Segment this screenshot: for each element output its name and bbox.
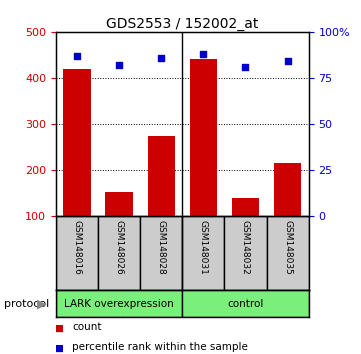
Bar	[105, 192, 133, 216]
Bar	[56, 290, 182, 317]
Bar	[190, 59, 217, 216]
Text: ■: ■	[56, 322, 63, 335]
Bar	[148, 136, 175, 216]
Text: GSM148032: GSM148032	[241, 219, 250, 274]
Text: LARK overexpression: LARK overexpression	[64, 298, 174, 309]
Point	[200, 51, 206, 57]
Text: GSM148026: GSM148026	[115, 219, 123, 274]
Bar	[56, 216, 98, 290]
Point	[158, 55, 164, 61]
Text: GSM148031: GSM148031	[199, 219, 208, 275]
Text: protocol: protocol	[4, 298, 49, 309]
Text: percentile rank within the sample: percentile rank within the sample	[72, 342, 248, 352]
Text: ■: ■	[56, 342, 63, 354]
Point	[285, 58, 291, 64]
Point	[243, 64, 248, 70]
Text: GSM148028: GSM148028	[157, 219, 166, 274]
Text: ▶: ▶	[37, 297, 46, 310]
Bar	[225, 216, 266, 290]
Point	[116, 62, 122, 68]
Text: GSM148016: GSM148016	[73, 219, 82, 275]
Point	[74, 53, 80, 59]
Bar	[274, 163, 301, 216]
Text: GSM148035: GSM148035	[283, 219, 292, 275]
Bar	[140, 216, 182, 290]
Bar	[232, 199, 259, 216]
Title: GDS2553 / 152002_at: GDS2553 / 152002_at	[106, 17, 258, 31]
Bar	[63, 69, 91, 216]
Bar	[182, 290, 309, 317]
Bar	[98, 216, 140, 290]
Bar	[182, 216, 225, 290]
Text: control: control	[227, 298, 264, 309]
Text: count: count	[72, 322, 102, 332]
Bar	[266, 216, 309, 290]
